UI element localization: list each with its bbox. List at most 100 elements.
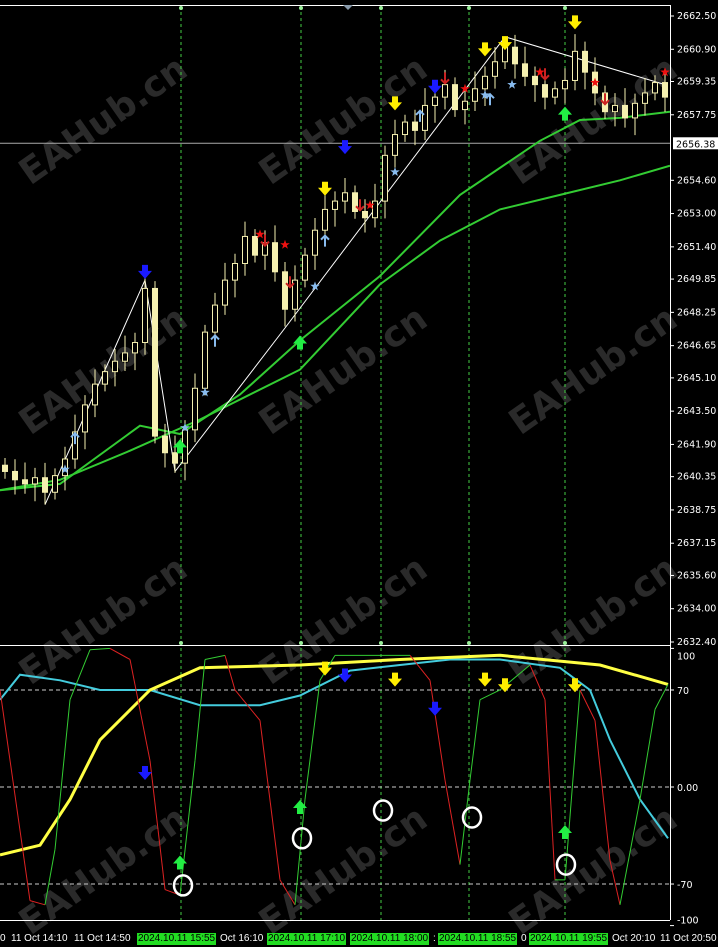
osc-slow-line (0, 653, 669, 857)
watermark: EAHub.cn (502, 548, 685, 693)
candle (192, 387, 198, 431)
vline-marker (467, 641, 471, 645)
candle (442, 84, 448, 98)
candle (232, 262, 238, 281)
star-icon (507, 79, 517, 89)
candle (472, 88, 478, 102)
star-icon (660, 67, 670, 77)
up-arrow-icon (173, 855, 187, 870)
vline-marker (563, 6, 567, 10)
osc-fast-segment (44, 849, 56, 905)
candle (252, 235, 258, 256)
price-tick-label: 2646.65 (677, 341, 716, 352)
vline-marker (299, 6, 303, 10)
watermark: EAHub.cn (252, 798, 435, 943)
candle (522, 63, 528, 77)
time-label-highlight: 2024.10.11 15:55 (137, 933, 217, 945)
time-label-highlight: 2024.10.11 18:00 (350, 933, 430, 945)
candle (32, 477, 38, 485)
time-label: Oct 16:10 (220, 933, 264, 944)
osc-fast-segment (234, 689, 261, 721)
price-tick-label: 2641.90 (677, 439, 716, 450)
candle (632, 102, 638, 119)
scroll-marker-icon (343, 5, 353, 10)
down-arrow-icon (138, 765, 152, 780)
candle (272, 242, 278, 273)
small-up-arrow-icon (210, 334, 220, 347)
candle (92, 383, 98, 406)
candle (12, 470, 18, 481)
price-tick-label: 2648.25 (677, 307, 716, 318)
candle (212, 304, 218, 333)
small-down-arrow-icon (600, 93, 610, 106)
candle (612, 104, 618, 113)
candle (22, 479, 28, 485)
osc-fast-segment (224, 655, 236, 691)
osc-fast-segment (129, 659, 151, 761)
candle (312, 229, 318, 256)
price-tick-label: 2643.50 (677, 406, 716, 417)
candle (582, 50, 588, 73)
candle (142, 287, 148, 344)
vline-marker (563, 641, 567, 645)
vline-marker (179, 641, 183, 645)
candle (532, 75, 538, 86)
time-label: : (433, 933, 436, 944)
watermark: EAHub.cn (502, 298, 685, 443)
time-label: 11 Oct 14:10 (11, 933, 68, 944)
ma-fast-line (0, 110, 670, 492)
vline-marker (299, 641, 303, 645)
osc-fast-segment (294, 799, 306, 905)
watermark: EAHub.cn (502, 798, 685, 943)
osc-fast-segment (54, 699, 71, 850)
small-down-arrow-icon (355, 199, 365, 212)
candle (52, 475, 58, 493)
small-up-arrow-icon (415, 109, 425, 122)
up-arrow-icon (558, 106, 572, 121)
candle (2, 464, 8, 472)
osc-fast-segment (194, 659, 206, 761)
down-arrow-icon (338, 140, 352, 155)
zigzag-line (44, 36, 666, 505)
osc-tick-label: 70 (677, 686, 689, 697)
up-arrow-icon (558, 824, 572, 839)
down-arrow-icon (478, 42, 492, 57)
candle (162, 435, 168, 454)
price-tick-label: 2654.60 (677, 175, 716, 186)
small-up-arrow-icon (320, 234, 330, 247)
time-label-highlight: 2024.10.11 18:55 (438, 933, 518, 945)
vline-marker (179, 6, 183, 10)
candle (82, 404, 88, 433)
osc-fast-segment (109, 648, 131, 660)
watermark: EAHub.cn (252, 298, 435, 443)
down-arrow-icon (338, 668, 352, 683)
candle (482, 75, 488, 90)
star-icon (60, 464, 70, 474)
osc-fast-segment (479, 689, 501, 701)
osc-fast-segment (579, 689, 596, 721)
osc-tick-label: -100 (677, 916, 699, 927)
circle-marker (291, 827, 313, 850)
ma-slow-line (0, 164, 670, 492)
osc-fast-segment (204, 654, 226, 660)
oscillator-pane (0, 648, 670, 906)
watermark: EAHub.cn (252, 48, 435, 193)
star-icon (590, 77, 600, 87)
candle (432, 96, 438, 106)
time-label: 11 Oct 20:50 (660, 933, 717, 944)
time-label: Oct 20:10 (612, 933, 656, 944)
osc-fast-segment (304, 680, 321, 800)
candle (222, 279, 228, 306)
price-tick-label: 2653.00 (677, 209, 716, 220)
candle (102, 371, 108, 385)
candle (132, 342, 138, 354)
star-icon (535, 67, 545, 77)
small-down-arrow-icon (440, 72, 450, 85)
price-tick-label: 2638.75 (677, 505, 716, 516)
candle (512, 46, 518, 65)
candle (172, 452, 178, 464)
up-arrow-icon (293, 800, 307, 815)
time-label: 0 (521, 933, 527, 944)
